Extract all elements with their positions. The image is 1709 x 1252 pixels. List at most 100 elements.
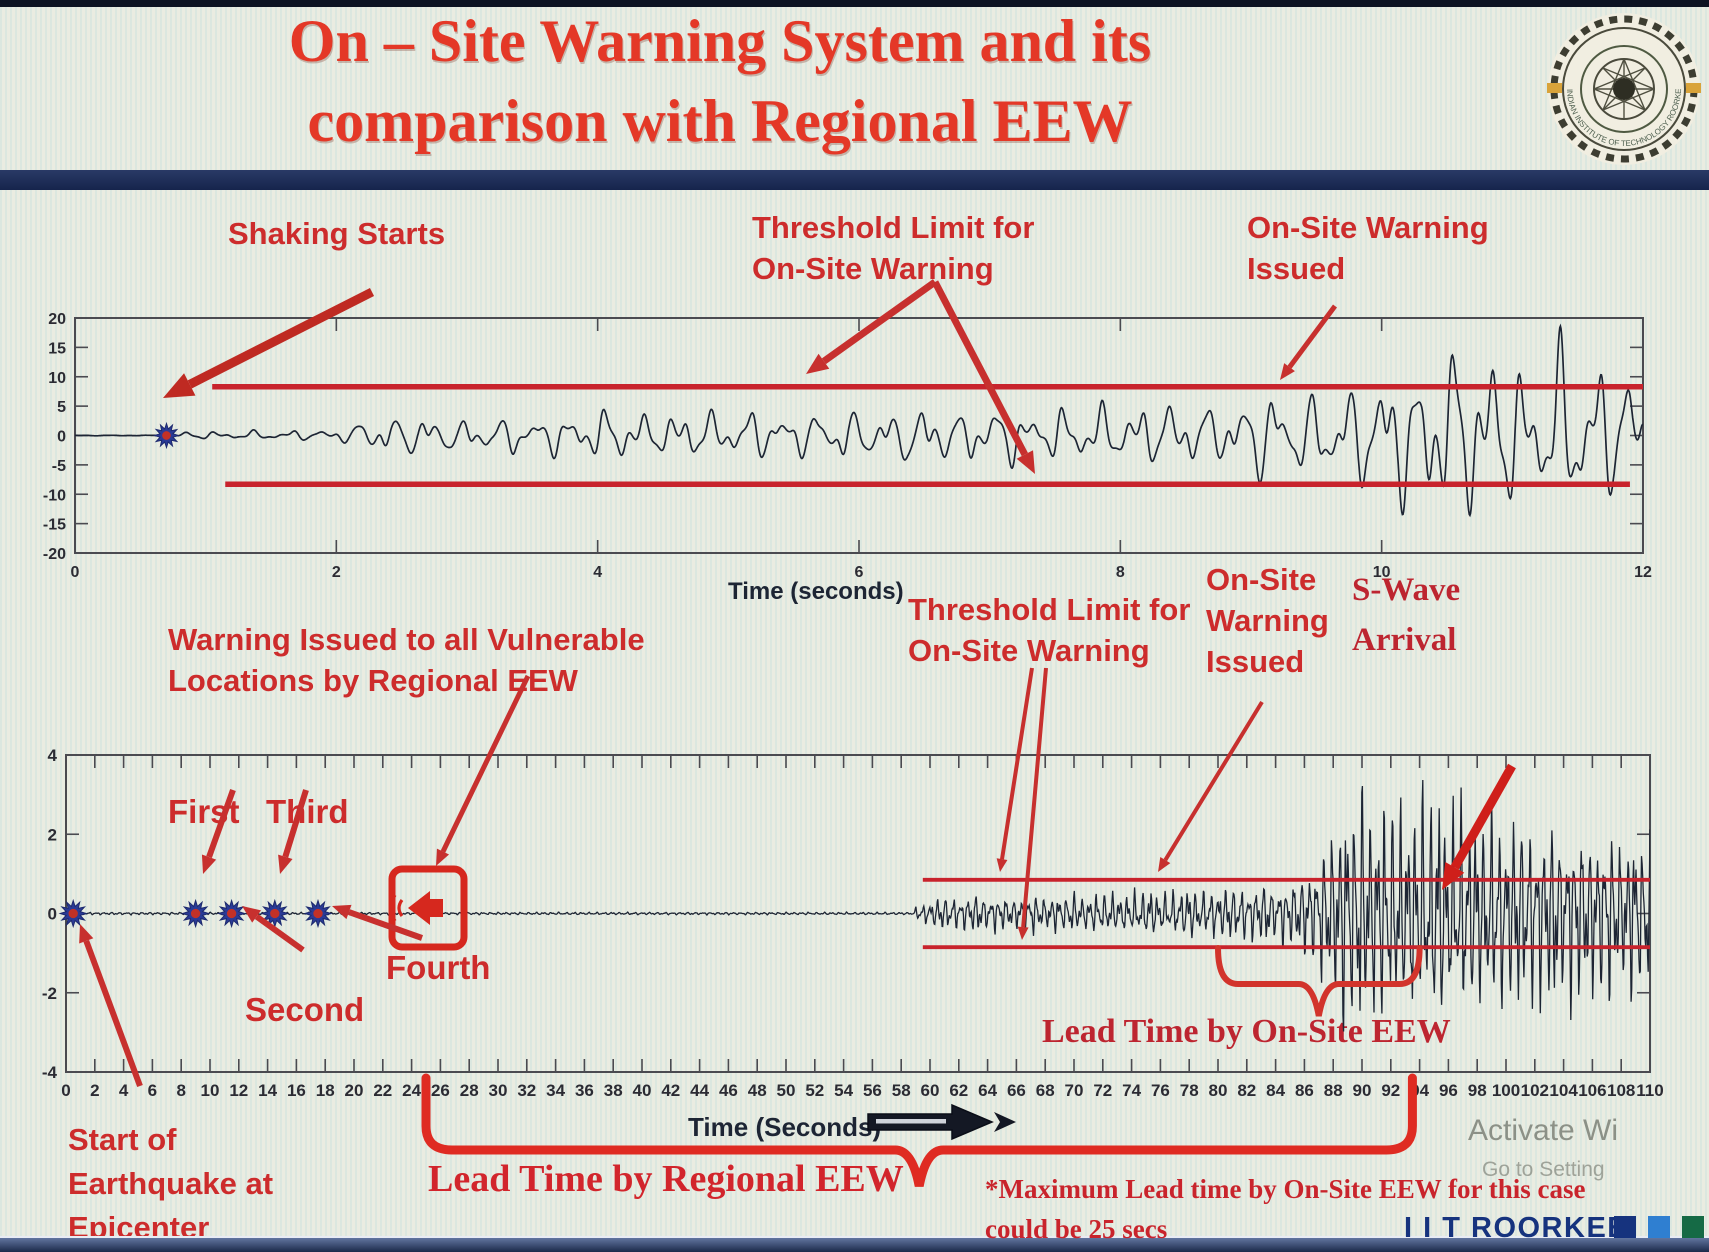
svg-text:84: 84 bbox=[1266, 1081, 1285, 1100]
svg-text:104: 104 bbox=[1549, 1081, 1578, 1100]
threshold-bottom-arrow-lower bbox=[1017, 667, 1048, 940]
svg-text:48: 48 bbox=[748, 1081, 767, 1100]
left-amber-mark-icon bbox=[1547, 83, 1562, 93]
svg-text:40: 40 bbox=[633, 1081, 652, 1100]
regional-warning-label: Warning Issued to all Vulnerable Locatio… bbox=[168, 620, 645, 702]
svg-text:62: 62 bbox=[949, 1081, 968, 1100]
onsite-issued-bottom-line2: Warning bbox=[1206, 602, 1329, 638]
svg-text:38: 38 bbox=[604, 1081, 623, 1100]
svg-text:92: 92 bbox=[1381, 1081, 1400, 1100]
activate-windows-watermark-line2: Go to Setting bbox=[1482, 1158, 1605, 1181]
lead-time-regional-label: Lead Time by Regional EEW bbox=[428, 1158, 904, 1200]
svg-text:2: 2 bbox=[90, 1081, 99, 1100]
first-warning-label: First bbox=[168, 793, 240, 830]
onsite-warning-issued-top-line2: Issued bbox=[1247, 250, 1346, 286]
svg-text:88: 88 bbox=[1324, 1081, 1343, 1100]
fourth-warning-label: Fourth bbox=[386, 949, 491, 986]
slide-title-line2: comparison with Regional EEW bbox=[307, 87, 1133, 154]
activate-windows-watermark-line1: Activate Wi bbox=[1468, 1114, 1619, 1147]
screen-bottom-bar bbox=[0, 1236, 1709, 1252]
svg-text:96: 96 bbox=[1439, 1081, 1458, 1100]
onsite-issued-bottom-arrow bbox=[1158, 700, 1264, 872]
lead-time-onsite-label: Lead Time by On-Site EEW bbox=[1042, 1013, 1451, 1050]
svg-text:2: 2 bbox=[332, 564, 341, 581]
second-warning-arrow bbox=[242, 906, 305, 953]
svg-text:10: 10 bbox=[48, 370, 66, 387]
svg-text:58: 58 bbox=[892, 1081, 911, 1100]
third-warning-star-marker bbox=[260, 898, 290, 929]
svg-text:32: 32 bbox=[517, 1081, 536, 1100]
fourth-warning-star-marker bbox=[303, 898, 333, 929]
svg-text:15: 15 bbox=[48, 340, 66, 357]
svg-text:12: 12 bbox=[229, 1081, 248, 1100]
svg-text:8: 8 bbox=[1116, 564, 1125, 581]
regional-warning-line2: Locations by Regional EEW bbox=[168, 662, 578, 698]
x-axis-tick-labels: 0 2 4 6 8 10 12 14 16 18 20 22 24 26 28 30 32 34 36 38 40 42 4… bbox=[61, 1081, 1663, 1100]
svg-text:90: 90 bbox=[1353, 1081, 1372, 1100]
threshold-limit-top-line1: Threshold Limit for bbox=[752, 210, 1035, 245]
epicenter-start-arrow bbox=[79, 924, 143, 1088]
epicenter-star-marker bbox=[58, 898, 88, 929]
epicenter-start-line1: Start of bbox=[68, 1122, 177, 1157]
svg-text:18: 18 bbox=[316, 1081, 335, 1100]
svg-text:102: 102 bbox=[1521, 1081, 1549, 1100]
threshold-limit-top-line2: On-Site Warning bbox=[752, 250, 994, 286]
svg-text:50: 50 bbox=[777, 1081, 796, 1100]
svg-text:60: 60 bbox=[921, 1081, 940, 1100]
svg-text:74: 74 bbox=[1122, 1081, 1141, 1100]
svg-text:54: 54 bbox=[834, 1081, 853, 1100]
svg-text:-4: -4 bbox=[42, 1063, 58, 1082]
svg-text:20: 20 bbox=[48, 311, 66, 328]
threshold-top-arrow-left bbox=[806, 279, 938, 374]
x-axis-ticks bbox=[74, 318, 1644, 553]
slide-title-line1: On – Site Warning System and its bbox=[288, 8, 1152, 74]
photo-top-edge bbox=[0, 0, 1709, 7]
svg-text:36: 36 bbox=[575, 1081, 594, 1100]
svg-text:20: 20 bbox=[345, 1081, 364, 1100]
svg-text:26: 26 bbox=[431, 1081, 450, 1100]
svg-text:56: 56 bbox=[863, 1081, 882, 1100]
iit-roorkee-logo: INDIAN INSTITUTE OF TECHNOLOGY ROORKEE bbox=[1545, 10, 1701, 165]
svg-text:0: 0 bbox=[48, 905, 57, 924]
svg-text:44: 44 bbox=[690, 1081, 709, 1100]
svg-text:0: 0 bbox=[61, 1081, 70, 1100]
threshold-limit-top-label: Threshold Limit for On-Site Warning bbox=[752, 208, 1034, 290]
brand-square-navy-icon bbox=[1614, 1216, 1636, 1238]
svg-text:16: 16 bbox=[287, 1081, 306, 1100]
regional-warning-line1: Warning Issued to all Vulnerable bbox=[168, 622, 645, 657]
svg-text:30: 30 bbox=[489, 1081, 508, 1100]
regional-warning-speaker-icon bbox=[388, 865, 468, 951]
svg-text:98: 98 bbox=[1468, 1081, 1487, 1100]
brand-square-green-icon bbox=[1682, 1216, 1704, 1238]
svg-text:94: 94 bbox=[1410, 1081, 1429, 1100]
footnote-line2: could be 25 secs bbox=[985, 1214, 1168, 1244]
shaking-starts-label: Shaking Starts bbox=[228, 216, 446, 251]
svg-text:5: 5 bbox=[57, 399, 66, 416]
threshold-top-arrow-right bbox=[931, 280, 1035, 474]
second-warning-star-marker bbox=[216, 898, 247, 929]
svg-text:42: 42 bbox=[661, 1081, 680, 1100]
svg-text:-10: -10 bbox=[43, 487, 66, 504]
footnote-line1: *Maximum Lead time by On-Site EEW for th… bbox=[985, 1174, 1586, 1204]
svg-text:14: 14 bbox=[258, 1081, 277, 1100]
svg-text:86: 86 bbox=[1295, 1081, 1314, 1100]
seismic-waveform bbox=[75, 323, 1643, 518]
slide-title: On – Site Warning System and its compari… bbox=[150, 2, 1290, 162]
svg-text:110: 110 bbox=[1636, 1081, 1663, 1100]
svg-text:68: 68 bbox=[1036, 1081, 1055, 1100]
svg-text:0: 0 bbox=[57, 429, 66, 446]
brand-square-blue-icon bbox=[1648, 1216, 1670, 1238]
svg-text:64: 64 bbox=[978, 1081, 997, 1100]
threshold-limit-bottom-line2: On-Site Warning bbox=[908, 632, 1150, 668]
onsite-issued-bottom-line1: On-Site bbox=[1206, 562, 1317, 597]
header-divider-bar bbox=[0, 170, 1709, 190]
svg-text:66: 66 bbox=[1007, 1081, 1026, 1100]
third-warning-label: Third bbox=[266, 793, 349, 830]
svg-text:6: 6 bbox=[148, 1081, 157, 1100]
svg-text:82: 82 bbox=[1237, 1081, 1256, 1100]
svg-text:78: 78 bbox=[1180, 1081, 1199, 1100]
threshold-bottom-arrow-upper bbox=[996, 667, 1034, 872]
swave-arrival-line2: Arrival bbox=[1352, 621, 1457, 658]
swave-arrival-arrow bbox=[1442, 763, 1516, 890]
